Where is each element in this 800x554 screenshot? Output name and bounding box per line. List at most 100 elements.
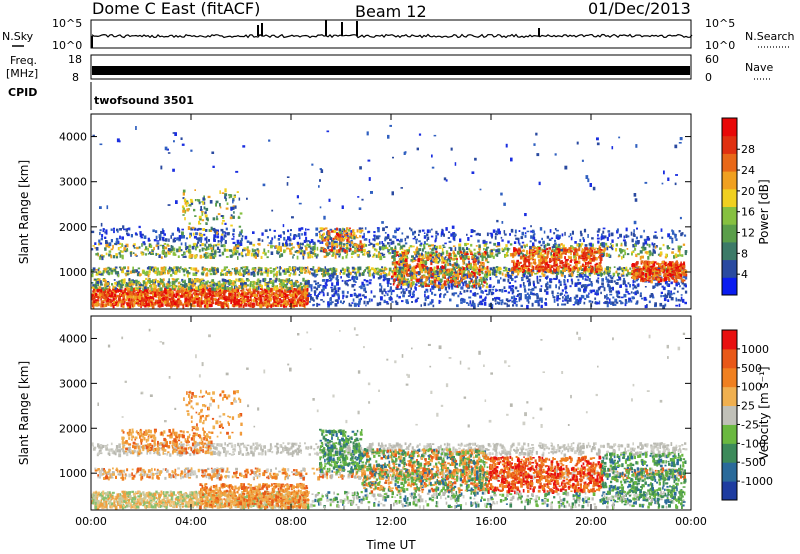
data-cell bbox=[179, 300, 182, 302]
data-cell bbox=[296, 241, 300, 245]
data-cell bbox=[146, 304, 150, 307]
data-cell bbox=[146, 281, 149, 285]
data-cell bbox=[562, 299, 564, 302]
data-cell bbox=[312, 303, 316, 306]
data-cell bbox=[341, 256, 344, 260]
data-cell bbox=[310, 298, 312, 301]
data-cell bbox=[331, 294, 335, 298]
data-cell bbox=[328, 252, 331, 255]
data-cell bbox=[599, 242, 603, 246]
data-cell bbox=[491, 236, 493, 239]
data-cell bbox=[643, 238, 647, 242]
data-cell bbox=[361, 281, 364, 286]
data-cell bbox=[324, 285, 327, 289]
data-cell bbox=[249, 302, 252, 306]
data-cell bbox=[154, 278, 157, 281]
data-cell bbox=[230, 272, 233, 275]
data-cell bbox=[648, 243, 651, 248]
data-cell bbox=[517, 269, 520, 272]
data-cell bbox=[328, 276, 331, 280]
data-cell bbox=[528, 282, 530, 287]
data-cell bbox=[585, 275, 588, 278]
data-cell bbox=[311, 248, 313, 250]
data-cell bbox=[676, 290, 679, 293]
data-cell bbox=[293, 282, 295, 286]
data-cell bbox=[221, 294, 223, 299]
data-cell bbox=[308, 251, 311, 254]
data-cell bbox=[660, 251, 663, 256]
data-cell bbox=[309, 250, 313, 254]
data-cell bbox=[300, 271, 303, 274]
data-cell bbox=[290, 284, 293, 288]
data-cell bbox=[551, 246, 554, 249]
data-cell bbox=[161, 236, 165, 241]
data-cell bbox=[484, 242, 488, 245]
data-cell bbox=[339, 300, 342, 304]
data-cell bbox=[482, 239, 486, 242]
data-cell bbox=[275, 272, 278, 276]
data-cell bbox=[546, 281, 549, 285]
data-cell bbox=[364, 290, 367, 293]
data-cell bbox=[228, 270, 232, 274]
data-cell bbox=[671, 239, 674, 244]
data-cell bbox=[504, 255, 508, 257]
data-cell bbox=[185, 302, 188, 307]
data-cell bbox=[552, 294, 554, 297]
data-cell bbox=[606, 293, 608, 297]
data-cell bbox=[448, 231, 451, 233]
data-cell bbox=[257, 278, 260, 282]
data-cell bbox=[253, 256, 256, 258]
data-cell bbox=[279, 301, 282, 304]
data-cell bbox=[303, 282, 306, 286]
data-cell bbox=[111, 283, 114, 286]
data-cell bbox=[269, 281, 273, 284]
data-cell bbox=[233, 302, 237, 306]
data-cell bbox=[560, 247, 563, 249]
data-cell bbox=[371, 255, 375, 258]
data-cell bbox=[626, 269, 629, 273]
data-cell bbox=[101, 256, 104, 261]
data-cell bbox=[276, 247, 280, 251]
data-cell bbox=[410, 287, 412, 290]
data-cell bbox=[351, 302, 354, 304]
data-cell bbox=[464, 242, 468, 247]
data-cell bbox=[252, 231, 255, 234]
data-cell bbox=[204, 252, 208, 254]
data-cell bbox=[380, 269, 383, 272]
data-cell bbox=[242, 269, 246, 273]
data-cell bbox=[680, 294, 683, 296]
data-cell bbox=[524, 254, 527, 259]
data-cell bbox=[92, 292, 96, 296]
data-cell bbox=[459, 293, 463, 295]
data-cell bbox=[614, 298, 618, 303]
data-cell bbox=[104, 304, 107, 307]
data-cell bbox=[404, 242, 408, 245]
data-cell bbox=[243, 285, 247, 288]
data-cell bbox=[335, 277, 339, 281]
data-cell bbox=[118, 266, 122, 269]
data-cell bbox=[561, 289, 564, 292]
data-cell bbox=[581, 273, 583, 276]
data-cell bbox=[562, 244, 565, 248]
data-cell bbox=[674, 234, 677, 239]
data-cell bbox=[615, 301, 619, 304]
data-cell bbox=[193, 289, 196, 291]
data-cell bbox=[175, 295, 178, 298]
data-cell bbox=[236, 239, 240, 244]
data-cell bbox=[506, 300, 510, 303]
data-cell bbox=[129, 270, 133, 274]
data-cell bbox=[400, 246, 403, 249]
data-cell bbox=[551, 290, 554, 295]
data-cell bbox=[133, 247, 136, 249]
data-cell bbox=[223, 234, 226, 238]
data-cell bbox=[359, 266, 362, 271]
data-cell bbox=[166, 297, 170, 302]
data-cell bbox=[632, 283, 635, 287]
data-cell bbox=[635, 302, 638, 305]
data-cell bbox=[155, 292, 159, 296]
data-cell bbox=[303, 266, 307, 271]
data-cell bbox=[395, 228, 399, 231]
data-cell bbox=[196, 243, 198, 247]
data-cell bbox=[635, 253, 637, 257]
data-cell bbox=[335, 273, 337, 276]
